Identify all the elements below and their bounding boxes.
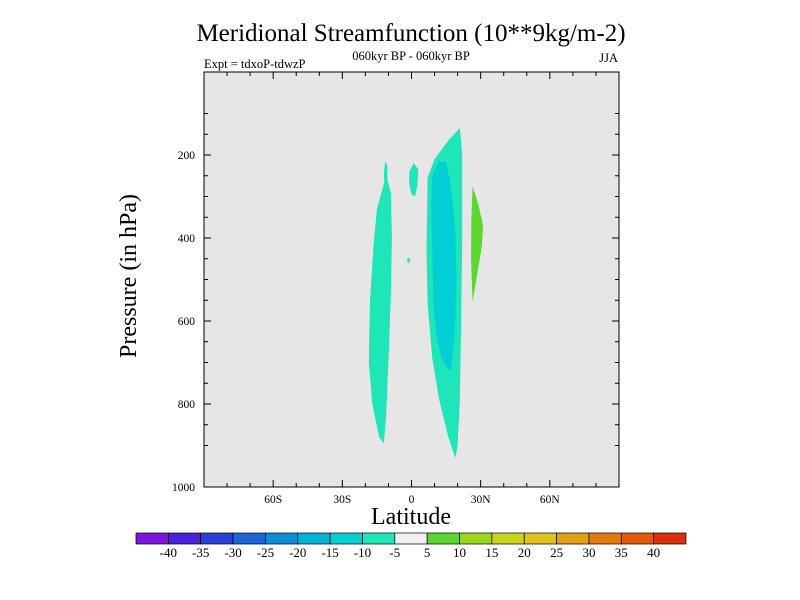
y-tick-label: 800 (178, 399, 196, 411)
x-tick-label: 60N (540, 494, 561, 506)
colorbar-label: 20 (518, 545, 531, 560)
colorbar-swatch (620, 532, 654, 545)
contour-region-2 (383, 161, 388, 189)
colorbar-swatch (329, 532, 363, 545)
x-axis-label: Latitude (371, 504, 451, 530)
colorbar-swatch (459, 532, 493, 545)
colorbar-label: -25 (257, 545, 274, 560)
colorbar-label: -30 (224, 545, 241, 560)
colorbar-swatch (491, 532, 525, 545)
colorbar-label: -5 (389, 545, 400, 560)
x-tick-label: 30N (471, 494, 492, 506)
y-axis-label: Pressure (in hPa) (116, 194, 142, 358)
contour-region-6 (431, 161, 457, 371)
colorbar-label: 40 (647, 545, 660, 560)
y-tick-label: 600 (178, 316, 196, 328)
y-tick-label: 1000 (172, 482, 195, 494)
chart-subtitle-right: JJA (599, 51, 618, 65)
colorbar-swatch (588, 532, 622, 545)
y-tick-label: 400 (178, 233, 196, 245)
colorbar-label: 25 (550, 545, 563, 560)
colorbar-swatch (362, 532, 396, 545)
colorbar-swatch (523, 532, 557, 545)
chart-title: Meridional Streamfunction (10**9kg/m-2) (196, 20, 625, 47)
colorbar-swatch (135, 532, 169, 545)
plot-background (204, 72, 619, 487)
colorbar-swatch (394, 532, 428, 545)
colorbar-swatch (168, 532, 202, 545)
chart-subtitle-center: 060kyr BP - 060kyr BP (352, 49, 470, 63)
colorbar-label: 35 (615, 545, 628, 560)
colorbar-swatch (653, 532, 687, 545)
chart-subtitle-left: Expt = tdxoP-tdwzP (204, 57, 306, 71)
colorbar-swatch (426, 532, 460, 545)
colorbar-swatch (232, 532, 266, 545)
contour-regions (368, 128, 483, 458)
x-tick-label: 0 (409, 494, 415, 506)
colorbar-label: -40 (160, 545, 177, 560)
contour-region-3 (409, 163, 419, 197)
colorbar-label: 5 (424, 545, 431, 560)
colorbar-label: 10 (453, 545, 466, 560)
colorbar-label: -35 (192, 545, 209, 560)
colorbar-label: -15 (321, 545, 338, 560)
colorbar: -40 -35 -30 -25 -20 -15 -10 -5 5 10 15 20 25 30 35 40 (135, 532, 687, 560)
contour-region-4 (406, 257, 411, 264)
colorbar-label: 15 (485, 545, 498, 560)
y-tick-label: 200 (178, 150, 196, 162)
colorbar-swatch (200, 532, 234, 545)
axis-ticks: 60S 30S 0 30N 60N 200 400 600 800 1000 (172, 72, 619, 506)
contour-region-1 (368, 175, 392, 444)
contour-region-7 (471, 186, 483, 303)
colorbar-label: -20 (289, 545, 306, 560)
x-tick-label: 30S (333, 494, 351, 506)
colorbar-swatch (556, 532, 590, 545)
colorbar-label: 30 (582, 545, 595, 560)
colorbar-label: -10 (354, 545, 371, 560)
colorbar-swatch (297, 532, 331, 545)
x-tick-label: 60S (264, 494, 282, 506)
colorbar-swatch (265, 532, 299, 545)
